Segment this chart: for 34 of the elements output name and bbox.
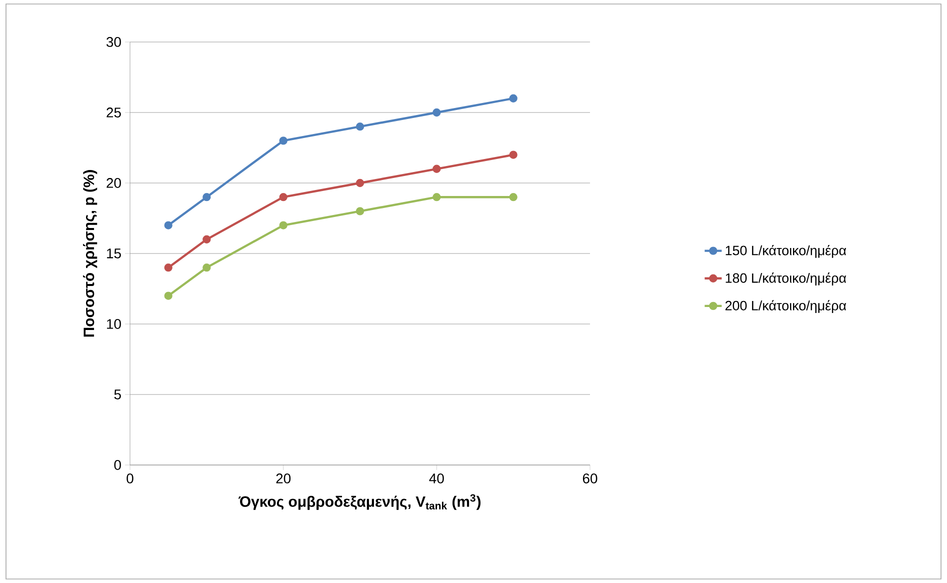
y-tick-label: 10: [107, 319, 121, 329]
point: [356, 207, 364, 216]
y-tick-label: 15: [107, 248, 121, 258]
point: [164, 221, 172, 230]
point: [202, 193, 211, 202]
point: [164, 292, 172, 300]
y-tick-label: 0: [114, 460, 121, 470]
y-tick-label: 20: [106, 178, 121, 188]
point: [356, 178, 364, 188]
y-tick-label: 5: [114, 390, 121, 400]
x-axis-title: Όγκος ομβροδεξαμενής, V$_{tank}$ (m$^{3}$): [238, 494, 481, 510]
point: [356, 122, 364, 131]
y-tick-label: 30: [106, 37, 121, 47]
point: [432, 164, 441, 173]
x-tick-label: 40: [429, 474, 444, 484]
legend-label: 200 L/κάτοικο/ημέρα: [725, 300, 846, 314]
point: [279, 136, 288, 145]
point: [202, 264, 211, 272]
point: [509, 150, 518, 159]
point: [509, 193, 518, 202]
y-tick-label: 25: [106, 108, 121, 118]
point: [509, 94, 518, 102]
y-axis-title: Ποσοστό χρήσης, p (%): [83, 170, 98, 337]
point: [432, 108, 441, 117]
legend-label: 180 L/κάτοικο/ημέρα: [726, 272, 846, 286]
point: [279, 221, 288, 230]
x-tick-label: 0: [126, 474, 134, 484]
point: [164, 264, 172, 272]
point: [202, 235, 211, 244]
legend-label: 150 L/κάτοικο/ημέρα: [726, 244, 846, 258]
point: [279, 193, 288, 202]
x-tick-label: 20: [276, 474, 291, 484]
point: [432, 193, 441, 202]
x-tick-label: 60: [582, 474, 598, 484]
